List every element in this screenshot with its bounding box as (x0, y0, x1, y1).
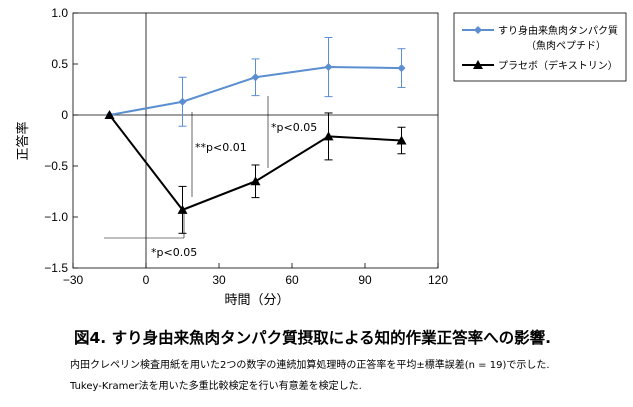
chart: −30 0 30 60 90 120 −1.5 −1.0 −0.5 0 0.5 1.0 **p<0.0… (15, 6, 627, 308)
tick-labels: −30 0 30 60 90 120 −1.5 −1.0 −0.5 0 0.5 1.0 (44, 6, 448, 287)
x-tick-label: 30 (212, 273, 226, 287)
legend-diamond-marker (474, 26, 482, 34)
significance-brackets (104, 96, 269, 239)
y-tick-label: −0.5 (44, 159, 68, 173)
data-point-diamond (251, 73, 260, 82)
data-point-triangle (104, 110, 115, 119)
y-tick-label: 0 (61, 108, 68, 122)
data-point-diamond (397, 64, 406, 73)
x-axis-label: 時間（分） (224, 293, 289, 308)
y-tick-label: 1.0 (51, 6, 68, 20)
plot-frame (72, 12, 439, 269)
axes (72, 12, 439, 269)
legend-label-fish-sub: （魚肉ペプチド） (526, 39, 606, 52)
data-point-triangle (323, 131, 334, 141)
x-tick-label: 120 (428, 273, 448, 287)
caption-line-1: 内田クレペリン検査用紙を用いた2つの数字の連続加算処理時の正答率を平均±標準誤差… (70, 360, 550, 371)
x-tick-label: −30 (63, 273, 84, 287)
data-point-triangle (250, 176, 261, 186)
data-point-triangle (177, 204, 188, 214)
annotation-p005-15min: *p<0.05 (151, 246, 197, 259)
caption-line-2: Tukey-Kramer法を用いた多重比較検定を行い有意差を検定した. (70, 381, 362, 392)
y-tick-label: 0.5 (51, 57, 68, 71)
legend-triangle-marker (473, 60, 483, 69)
data-point-triangle (396, 135, 407, 145)
x-tick-label: 90 (358, 273, 372, 287)
y-tick-label: −1.5 (44, 261, 68, 275)
series-placebo (104, 110, 407, 234)
y-tick-label: −1.0 (44, 210, 68, 224)
data-point-diamond (324, 63, 333, 72)
legend-label-fish: すり身由来魚肉タンパク質 (498, 24, 618, 37)
series-fish-peptide (105, 36, 406, 127)
caption-title: 図4. すり身由来魚肉タンパク質摂取による知的作業正答率への影響. (74, 329, 551, 347)
x-tick-label: 0 (143, 273, 150, 287)
legend: すり身由来魚肉タンパク質 （魚肉ペプチド） プラセボ（デキストリン） (453, 12, 627, 82)
annotation-p005-45min: *p<0.05 (271, 121, 317, 134)
figure-caption: 図4. すり身由来魚肉タンパク質摂取による知的作業正答率への影響. 内田クレペリ… (70, 326, 633, 398)
annotation-p001: **p<0.01 (195, 141, 247, 154)
data-marks (104, 36, 407, 234)
y-axis-label: 正答率 (15, 121, 31, 160)
x-tick-label: 60 (285, 273, 299, 287)
legend-box (453, 12, 627, 82)
data-point-diamond (178, 97, 187, 106)
legend-label-placebo: プラセボ（デキストリン） (498, 59, 618, 72)
